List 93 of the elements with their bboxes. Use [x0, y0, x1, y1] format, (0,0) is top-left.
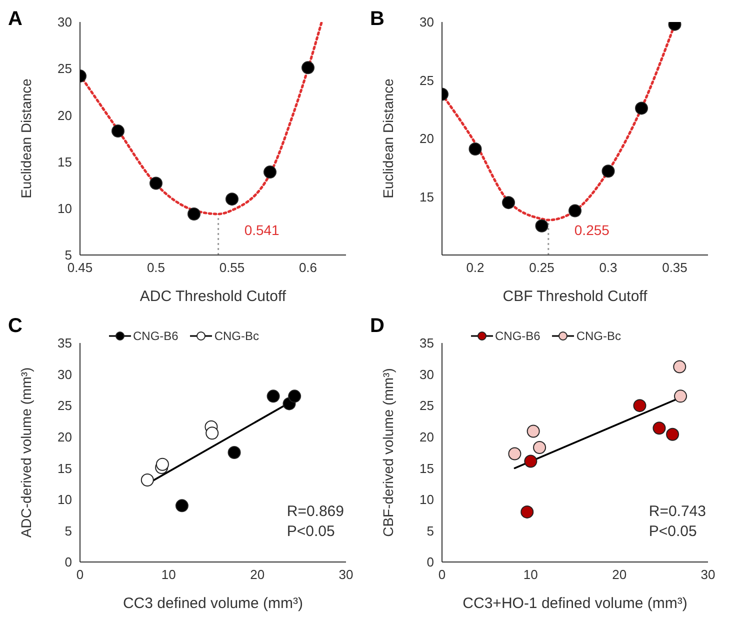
y-tick-label: 20	[420, 429, 434, 444]
point	[288, 390, 302, 403]
x-tick-label: 10	[523, 567, 538, 582]
annotation: R=0.743	[648, 502, 706, 522]
x-tick-label: 0	[438, 567, 446, 582]
chart-title: B	[370, 8, 384, 31]
y-tick-label: 35	[58, 336, 72, 351]
legend-label: CNG-B6	[132, 329, 178, 343]
x-tick-label: 0.25	[529, 260, 554, 276]
y-tick-label: 30	[420, 14, 434, 30]
y-tick-label: 20	[420, 131, 434, 146]
ref-line-label: 0.541	[244, 222, 280, 238]
point	[156, 458, 169, 471]
point	[633, 399, 646, 412]
y-tick-label: 15	[58, 154, 72, 170]
y-tick-label: 15	[420, 460, 434, 476]
point	[674, 390, 688, 403]
point	[666, 428, 680, 441]
x-tick-label: 0	[76, 567, 84, 582]
y-tick-label: 35	[420, 336, 434, 351]
x-tick-label: 0.45	[67, 260, 93, 276]
y-tick-label: 20	[58, 429, 72, 444]
y-tick-label: 5	[64, 523, 72, 538]
x-tick-label: 0.6	[298, 260, 318, 276]
x-axis-title: ADC Threshold Cutoff	[140, 288, 287, 305]
y-tick-label: 25	[420, 72, 434, 88]
point	[150, 176, 162, 190]
x-tick-label: 0.35	[662, 260, 688, 276]
point	[635, 102, 648, 115]
point	[526, 424, 540, 438]
y-axis-title: ADC-derived volume (mm³)	[18, 367, 34, 538]
point	[535, 219, 548, 232]
y-tick-label: 25	[58, 398, 72, 414]
y-tick-label: 20	[58, 108, 72, 123]
point	[502, 196, 515, 210]
point	[468, 142, 482, 156]
annotation: P<0.05	[286, 522, 336, 542]
point	[508, 447, 522, 460]
point	[206, 426, 219, 440]
point	[673, 360, 686, 374]
x-axis-title: CC3 defined volume (mm³)	[122, 595, 304, 612]
point	[302, 61, 314, 74]
annotation: P<0.05	[648, 522, 698, 542]
y-tick-label: 15	[420, 189, 434, 204]
y-tick-label: 25	[420, 398, 434, 414]
legend-label: CNG-B6	[494, 329, 540, 343]
x-tick-label: 10	[161, 567, 176, 582]
point	[188, 207, 200, 220]
legend-label: CNG-Bc	[575, 329, 621, 343]
y-tick-label: 15	[58, 460, 72, 476]
x-axis-title: CBF Threshold Cutoff	[502, 288, 648, 305]
y-tick-label: 25	[58, 61, 72, 76]
y-tick-label: 5	[426, 523, 434, 538]
chart-title: C	[8, 315, 22, 338]
y-axis-title: CBF-derived volume (mm³)	[380, 368, 396, 537]
point	[266, 390, 280, 403]
point	[652, 422, 666, 435]
y-tick-label: 30	[420, 366, 434, 382]
point	[264, 166, 276, 179]
y-axis-title: Euclidean Distance	[18, 78, 34, 198]
x-tick-label: 30	[338, 567, 354, 582]
point	[533, 440, 546, 454]
chart-title: A	[8, 8, 22, 31]
point	[520, 505, 534, 518]
point	[524, 454, 538, 468]
x-tick-label: 20	[250, 567, 265, 582]
point	[112, 124, 124, 138]
point	[228, 446, 241, 459]
x-tick-label: 0.3	[599, 260, 618, 276]
y-tick-label: 30	[58, 366, 72, 382]
y-tick-label: 0	[64, 554, 72, 570]
y-tick-label: 5	[64, 248, 72, 263]
y-tick-label: 10	[58, 492, 72, 508]
x-tick-label: 20	[612, 567, 627, 582]
annotation: R=0.869	[286, 502, 344, 522]
y-axis-title: Euclidean Distance	[380, 78, 396, 198]
x-axis-title: CC3+HO-1 defined volume (mm³)	[462, 595, 688, 612]
y-tick-label: 10	[420, 492, 434, 508]
x-tick-label: 0.5	[146, 260, 166, 276]
y-tick-label: 0	[426, 554, 434, 570]
ref-line-label: 0.255	[574, 222, 610, 238]
legend-label: CNG-Bc	[213, 329, 259, 343]
x-tick-label: 0.2	[466, 260, 484, 276]
point	[602, 164, 615, 178]
point	[140, 474, 154, 487]
point	[568, 204, 582, 218]
chart-title: D	[370, 315, 384, 338]
point	[175, 499, 188, 512]
y-tick-label: 30	[58, 14, 72, 30]
x-tick-label: 30	[700, 567, 716, 582]
x-tick-label: 0.55	[219, 260, 245, 276]
point	[226, 192, 238, 206]
y-tick-label: 10	[58, 201, 72, 216]
